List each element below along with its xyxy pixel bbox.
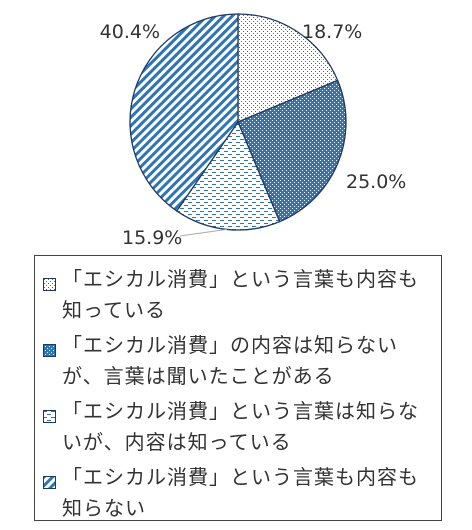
slice-value-label: 40.4% — [100, 21, 160, 43]
legend-label: 「エシカル消費」という言葉は知らないが、内容は知っている — [62, 399, 419, 454]
legend-swatch-icon — [43, 476, 56, 489]
legend-label: 「エシカル消費」という言葉も内容も知らない — [62, 465, 419, 520]
chart-legend: 「エシカル消費」という言葉も内容も知っている 「エシカル消費」の内容は知らないが… — [34, 255, 442, 521]
legend-swatch-icon — [43, 344, 56, 357]
legend-item: 「エシカル消費」という言葉も内容も知らない — [43, 462, 433, 524]
slice-value-label: 25.0% — [346, 171, 406, 193]
legend-item: 「エシカル消費」の内容は知らないが、言葉は聞いたことがある — [43, 330, 433, 392]
legend-swatch-icon — [43, 410, 56, 423]
label-leader-line — [179, 228, 227, 237]
legend-item: 「エシカル消費」という言葉も内容も知っている — [43, 264, 433, 326]
legend-label: 「エシカル消費」という言葉も内容も知っている — [62, 267, 419, 322]
legend-label: 「エシカル消費」の内容は知らないが、言葉は聞いたことがある — [62, 333, 398, 388]
slice-value-label: 18.7% — [302, 21, 362, 43]
pie-slice — [237, 13, 339, 123]
pie-slice — [129, 13, 239, 212]
pie-slice — [175, 120, 281, 231]
legend-swatch-icon — [43, 278, 56, 291]
legend-item: 「エシカル消費」という言葉は知らないが、内容は知っている — [43, 396, 433, 458]
slice-value-label: 15.9% — [122, 227, 182, 249]
pie-chart: 18.7% 25.0% 15.9% 40.4% — [100, 13, 406, 249]
